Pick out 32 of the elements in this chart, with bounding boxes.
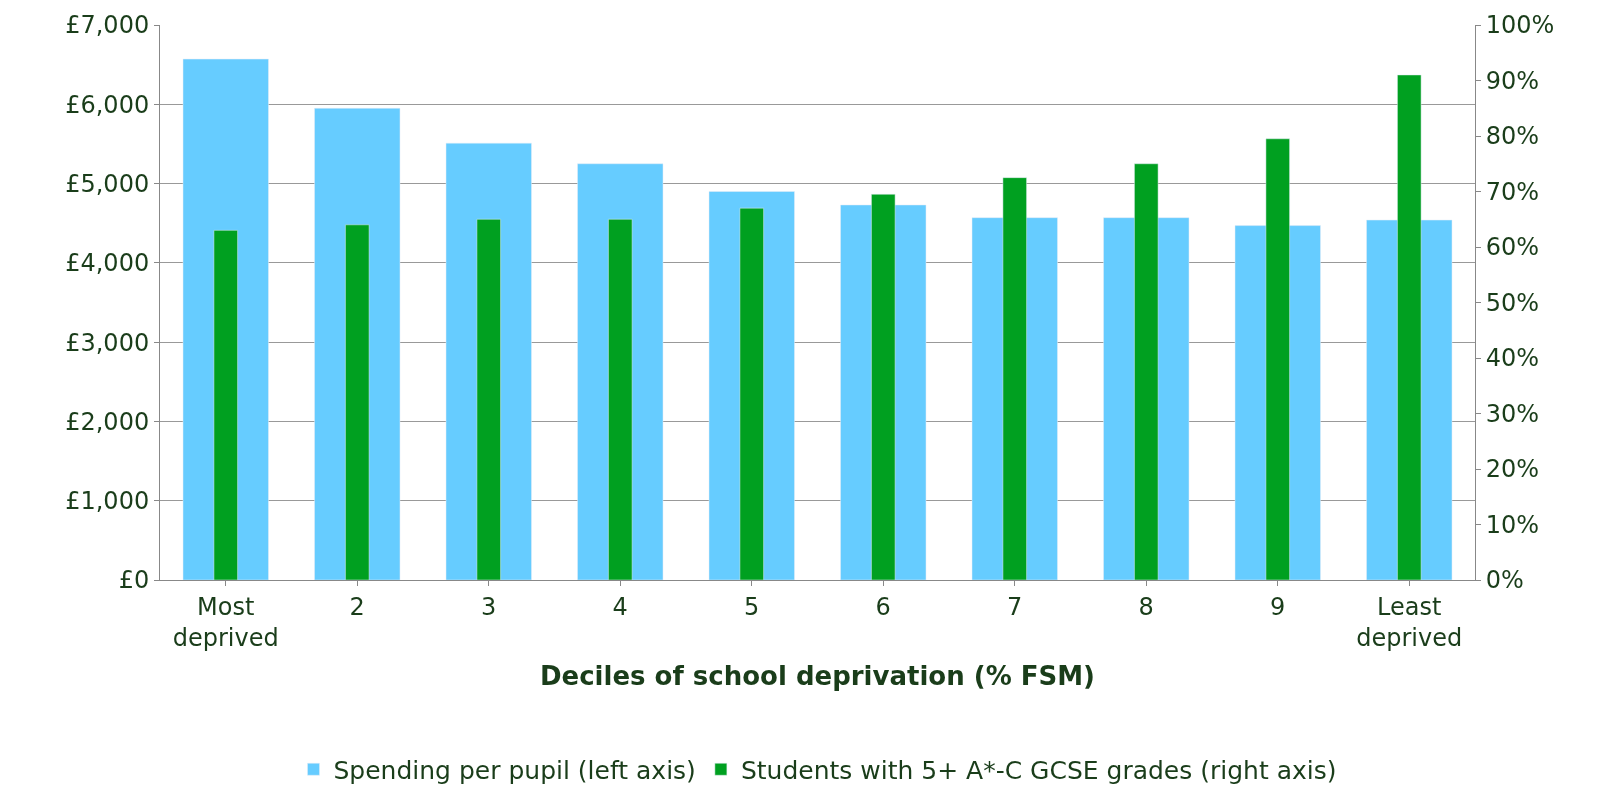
y-tick-label: £3,000 [65, 328, 150, 357]
y2-tick-label: 20% [1485, 455, 1540, 484]
y2-tick-label: 80% [1485, 122, 1540, 151]
x-tick-label: 9 [1270, 592, 1286, 621]
y-tick-label: £1,000 [65, 487, 150, 516]
x-tick-label: 4 [612, 592, 628, 621]
x-tick-label: 8 [1138, 592, 1154, 621]
legend-label: Spending per pupil (left axis) [333, 756, 696, 785]
y2-tick-label: 40% [1485, 344, 1540, 373]
y2-tick-label: 30% [1485, 399, 1540, 428]
y-tick-label: £5,000 [65, 169, 150, 198]
x-axis-title: Deciles of school deprivation (% FSM) [539, 660, 1096, 691]
y2-tick-label: 60% [1485, 233, 1540, 262]
y2-tick-label: 100% [1485, 11, 1555, 40]
x-tick-label: Most deprived [172, 592, 279, 652]
x-tick-label: 2 [349, 592, 365, 621]
x-tick-label: 3 [481, 592, 497, 621]
y2-tick-label: 0% [1485, 566, 1524, 595]
y2-tick-label: 90% [1485, 66, 1540, 95]
y-tick-label: £4,000 [65, 249, 150, 278]
y-tick-label: £2,000 [65, 407, 150, 436]
y-tick-label: £7,000 [65, 11, 150, 40]
y-tick-label: £6,000 [65, 90, 150, 119]
y-tick-label: £0 [118, 566, 150, 595]
y2-tick-label: 10% [1485, 510, 1540, 539]
x-tick-label: Least deprived [1356, 592, 1463, 652]
x-tick-label: 6 [875, 592, 891, 621]
y2-tick-label: 70% [1485, 177, 1540, 206]
y2-tick-label: 50% [1485, 288, 1540, 317]
x-tick-label: 5 [744, 592, 760, 621]
x-tick-label: 7 [1007, 592, 1023, 621]
legend-label: Students with 5+ A*-C GCSE grades (right axis) [740, 756, 1337, 785]
